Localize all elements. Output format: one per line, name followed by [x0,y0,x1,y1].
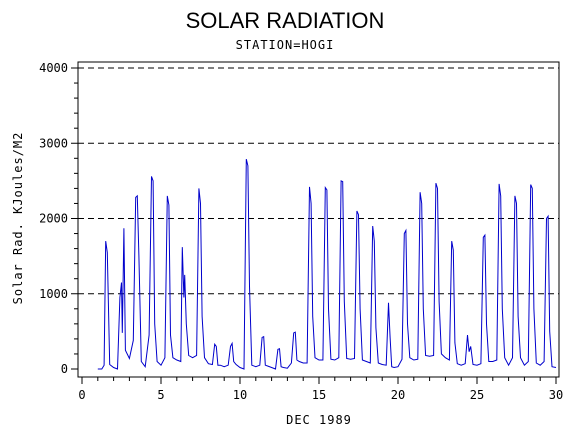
y-axis: 0 1000 2000 3000 4000 [39,61,78,376]
y-axis-label: Solar Rad. KJoules/M2 [11,132,25,305]
y-tick-label: 0 [61,362,68,376]
x-tick-label: 15 [312,388,326,402]
x-axis: 0 5 10 15 20 25 30 [78,377,563,402]
y-tick-label: 4000 [39,61,68,75]
series-line [97,158,557,370]
y-tick-label: 3000 [39,136,68,150]
chart-title: SOLAR RADIATION [186,8,385,33]
y-tick-label: 2000 [39,212,68,226]
chart-subtitle: STATION=HOGI [236,38,335,52]
x-tick-label: 0 [78,388,85,402]
x-tick-label: 25 [470,388,484,402]
x-tick-label: 20 [391,388,405,402]
x-axis-label: DEC 1989 [286,413,352,427]
x-tick-label: 30 [549,388,563,402]
plot-frame [77,61,560,378]
series-layer [97,158,557,370]
x-tick-label: 10 [233,388,247,402]
y-tick-label: 1000 [39,287,68,301]
gridlines [78,67,559,295]
x-tick-label: 5 [157,388,164,402]
